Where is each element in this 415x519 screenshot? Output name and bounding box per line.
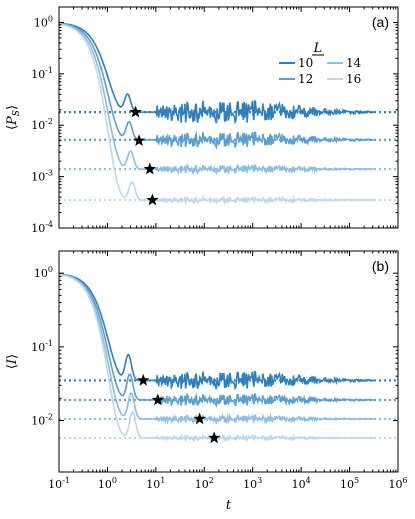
panel-tag: (b) <box>372 258 389 274</box>
x-tick-label: 104 <box>292 476 311 491</box>
y-tick-label: 10-2 <box>31 413 53 428</box>
x-tick-label: 100 <box>98 476 117 491</box>
x-tick-label: 10-1 <box>48 476 70 491</box>
series-line-14 <box>59 22 374 176</box>
series-line-12 <box>59 22 375 151</box>
series-line-10 <box>59 273 375 391</box>
y-tick-label: 10-1 <box>31 66 53 81</box>
y-tick-label: 10-2 <box>31 117 53 132</box>
x-tick-label: 106 <box>388 476 407 491</box>
star-marker <box>129 105 142 118</box>
legend-label-16: 16 <box>346 72 361 86</box>
panel-b: 100 10-1 10-2 10-1 100 101 102 103 104 105 106 ⟨I⟩ t… <box>5 250 408 513</box>
y-axis-label: ⟨I⟩ <box>5 354 20 369</box>
star-marker <box>137 373 150 386</box>
plot-frame <box>58 250 399 473</box>
y-tick-label: 10-4 <box>31 220 53 235</box>
plot-frame <box>58 6 399 229</box>
x-tick-label: 105 <box>340 476 359 491</box>
star-marker <box>146 193 159 206</box>
y-tick-label: 100 <box>34 265 53 280</box>
series-line-16 <box>59 23 374 206</box>
legend: L10 14 12 16 <box>279 41 362 86</box>
legend-label-10: 10 <box>298 56 313 70</box>
panel-a: 100 10-1 10-2 10-3 10-4 ⟨PS⟩ (a) L10 14 12 16 <box>5 6 399 235</box>
x-axis-label: t <box>226 498 232 513</box>
y-tick-label: 100 <box>34 14 53 29</box>
star-marker <box>151 393 165 406</box>
legend-title: L <box>313 41 323 56</box>
legend-label-12: 12 <box>298 72 313 86</box>
x-tick-label: 102 <box>195 476 214 491</box>
legend-label-14: 14 <box>346 56 362 70</box>
x-tick-label: 103 <box>243 476 262 491</box>
star-marker <box>207 431 221 444</box>
series-line-10 <box>59 22 375 125</box>
panel-tag: (a) <box>372 14 389 30</box>
y-axis-label: ⟨PS⟩ <box>5 105 22 130</box>
star-marker <box>132 134 146 146</box>
series-line-12 <box>59 273 375 408</box>
series-line-14 <box>59 273 374 425</box>
star-marker <box>143 162 156 175</box>
y-tick-label: 10-3 <box>31 169 53 184</box>
x-tick-label: 101 <box>146 476 165 491</box>
y-tick-label: 10-1 <box>31 339 53 354</box>
star-marker <box>193 412 206 425</box>
